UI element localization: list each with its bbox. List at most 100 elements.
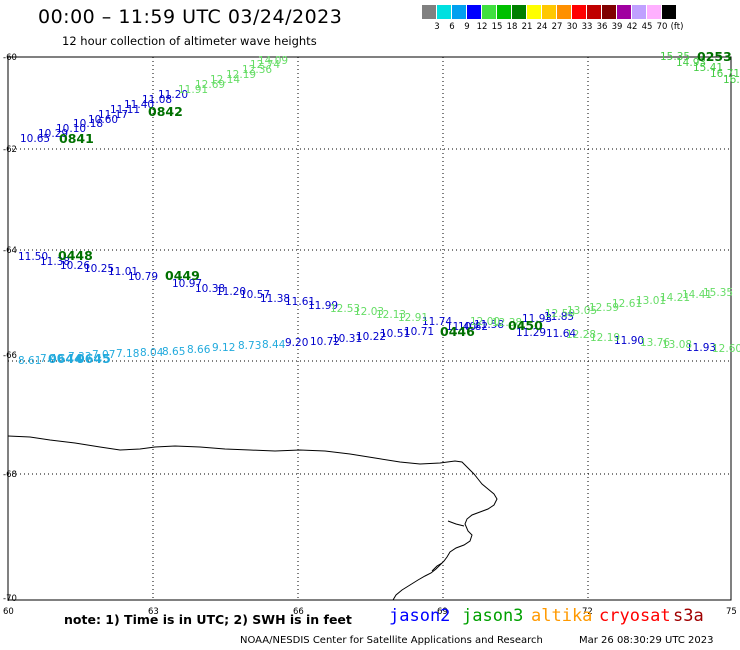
lat-label-68: -68 <box>3 470 17 480</box>
antarctic-coastline <box>7 435 498 601</box>
swh-value: 15.35 <box>703 287 733 299</box>
coastline-fragment <box>447 520 465 527</box>
swh-value: 11.64 <box>546 328 576 340</box>
swh-value: 11.38 <box>40 256 70 268</box>
swh-value: 9.12 <box>212 342 235 354</box>
legend-swatch <box>647 5 662 19</box>
swh-value: 12.74 <box>250 59 280 71</box>
legend-label: 21 <box>521 22 533 32</box>
swh-value: 11.29 <box>516 327 546 339</box>
swh-value: 13.05 <box>567 305 597 317</box>
swh-value: 11.17 <box>98 109 128 121</box>
graticule <box>8 57 731 600</box>
pass-time-label: 0253 <box>697 49 732 64</box>
pass-time-label: 0842 <box>148 104 183 119</box>
legend-label: 6 <box>449 22 455 32</box>
legend-swatch <box>482 5 497 19</box>
swh-value: 11.85 <box>544 311 574 323</box>
legend-label: 36 <box>596 22 608 32</box>
swh-value: 10.18 <box>73 118 103 130</box>
coastline-fragment <box>431 562 443 572</box>
swh-value: 16.? <box>723 74 740 86</box>
legend-label: 42 <box>626 22 638 32</box>
lon-label-63: 63 <box>148 607 159 617</box>
swh-value: 10.38 <box>195 283 225 295</box>
swh-value: 12.69 <box>195 79 225 91</box>
pass-time-label: 0446 <box>440 324 475 339</box>
legend-label: 24 <box>536 22 548 32</box>
swh-value: 12.53 <box>330 303 360 315</box>
legend-label: 33 <box>581 22 593 32</box>
pass-time-label: 0448 <box>58 248 93 263</box>
track-jason3-0842: 11.91 12.69 12.14 12.19 12.36 12.74 14.0… <box>178 55 288 96</box>
swh-value: 11.74 <box>422 316 452 328</box>
legend-label: 18 <box>506 22 518 32</box>
swh-value: 10.65 <box>20 133 50 145</box>
lon-label-75: 75 <box>726 607 737 617</box>
swh-value: 8.44 <box>262 339 286 351</box>
track-jason2-0448-lower: 9.20 10.72 10.31 10.22 10.51 10.71 <box>285 326 434 349</box>
legend-swatch <box>512 5 527 19</box>
legend-swatch <box>497 5 512 19</box>
swh-value: 8.04 <box>140 347 164 359</box>
swh-value: 10.31 <box>332 333 362 345</box>
wave-height-color-legend <box>422 5 677 19</box>
lat-label-62: -62 <box>3 145 17 155</box>
legend-label: 27 <box>551 22 563 32</box>
swh-value: 14.41 <box>682 289 712 301</box>
legend-label: (ft) <box>670 22 684 32</box>
track-jason3-0253: 15.35 14.93 15.41 16.71 16.? <box>660 51 740 86</box>
swh-value: 16.71 <box>710 68 740 80</box>
lat-label-70: -70 <box>3 594 17 604</box>
legend-swatch <box>467 5 482 19</box>
track-jason3-0449: 12.53 12.03 12.13 12.91 12.00 12.38 12.5… <box>330 287 740 355</box>
track-jason2-0841: 10.65 10.29 10.10 10.18 10.60 11.17 11.1… <box>20 89 188 145</box>
swh-value: 11.99 <box>308 300 338 312</box>
credit-line: NOAA/NESDIS Center for Satellite Applica… <box>240 635 543 646</box>
generated-timestamp: Mar 26 08:30:29 UTC 2023 <box>579 635 714 646</box>
lat-label-60: -60 <box>3 53 17 63</box>
legend-label: 70 <box>656 22 668 32</box>
swh-value: 10.51 <box>380 328 410 340</box>
swh-value: 12.59 <box>589 302 619 314</box>
swh-value: 14.93 <box>676 57 706 69</box>
legend-swatch <box>542 5 557 19</box>
legend-swatch <box>602 5 617 19</box>
swh-value: 11.11 <box>110 104 140 116</box>
swh-value: 10.60 <box>88 114 118 126</box>
swh-value: 9.20 <box>285 337 308 349</box>
swh-value: 15.41 <box>693 62 723 74</box>
legend-label: 9 <box>464 22 470 32</box>
legend-swatch <box>617 5 632 19</box>
swh-value: 11.20 <box>158 89 188 101</box>
legend-swatch <box>437 5 452 19</box>
swh-value: 11.93 <box>522 313 552 325</box>
swh-value: 10.10 <box>56 123 86 135</box>
swh-value: 10.79 <box>128 271 158 283</box>
swh-value: 12.19 <box>590 332 620 344</box>
swh-value: 10.26 <box>60 260 90 272</box>
swh-value: 10.82 <box>458 321 488 333</box>
swh-value: 11.40 <box>124 99 154 111</box>
legend-label: 45 <box>641 22 653 32</box>
map-frame <box>7 56 732 601</box>
swh-value: 11.61 <box>285 296 315 308</box>
swh-value: 14.09 <box>258 55 288 67</box>
swh-value: 10.29 <box>38 128 68 140</box>
swh-value: 10.57 <box>240 289 270 301</box>
lon-label-72: 72 <box>582 607 593 617</box>
swh-value: 12.59 <box>545 308 575 320</box>
lat-label-64: -64 <box>3 246 17 256</box>
legend-swatch <box>527 5 542 19</box>
legend-swatch <box>452 5 467 19</box>
legend-label: 15 <box>491 22 503 32</box>
footer-note: note: 1) Time is in UTC; 2) SWH is in fe… <box>64 612 352 627</box>
satellite-label-altika: altika <box>531 606 593 626</box>
swh-value: 11.93 <box>686 342 716 354</box>
swh-value: 7.33 <box>68 351 91 363</box>
swh-value: 12.19 <box>226 69 256 81</box>
legend-swatch <box>422 5 437 19</box>
swh-value: 12.28 <box>566 329 596 341</box>
legend-swatch <box>587 5 602 19</box>
